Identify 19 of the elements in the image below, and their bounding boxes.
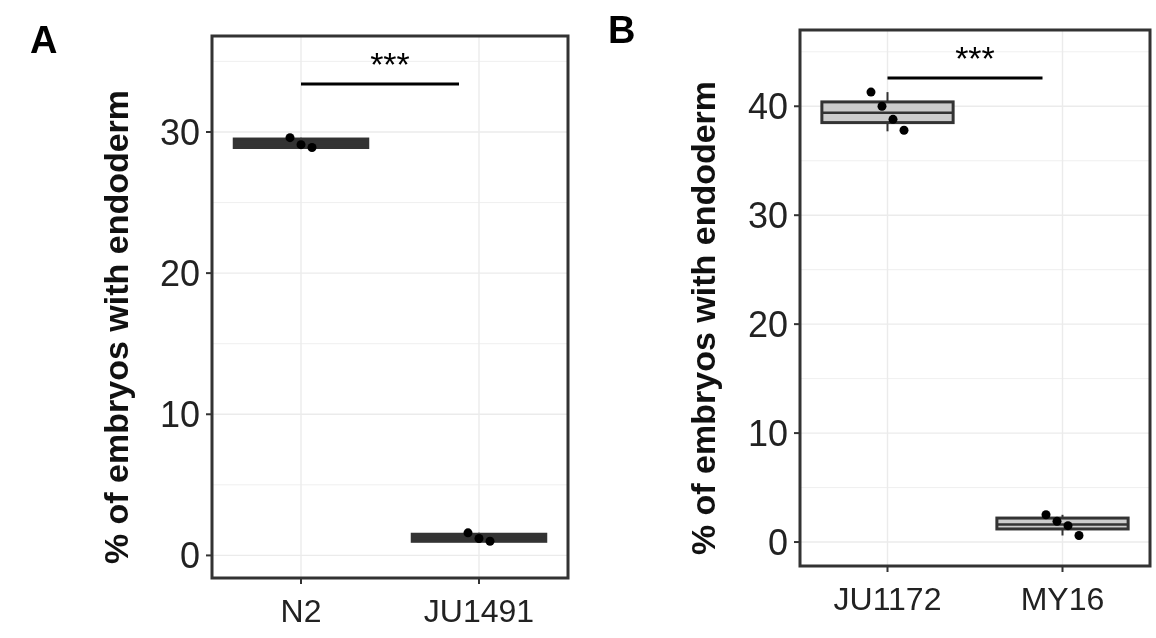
y-tick-label: 30 [747, 194, 788, 236]
annotation: *** [955, 39, 995, 77]
y-axis-title: % of embryos with endoderm [684, 80, 722, 556]
y-tick-label: 20 [159, 252, 200, 294]
x-tick-label: MY16 [1020, 581, 1105, 617]
annotation: *** [370, 45, 410, 83]
y-tick-label: 0 [767, 521, 788, 563]
x-tick-label: JU1491 [423, 593, 535, 629]
y-axis-title: % of embryos with endoderm [97, 89, 135, 565]
y-tick-label: 10 [747, 412, 788, 454]
y-tick-label: 10 [159, 393, 200, 435]
y-tick-label: 0 [179, 535, 200, 577]
y-tick-label: 20 [747, 303, 788, 345]
chart-title: A [30, 19, 58, 62]
y-tick-label: 30 [159, 111, 200, 153]
x-tick-label: N2 [280, 593, 322, 629]
chart-title: B [608, 9, 636, 52]
y-tick-label: 40 [747, 85, 788, 127]
x-tick-label: JU1172 [833, 581, 942, 617]
